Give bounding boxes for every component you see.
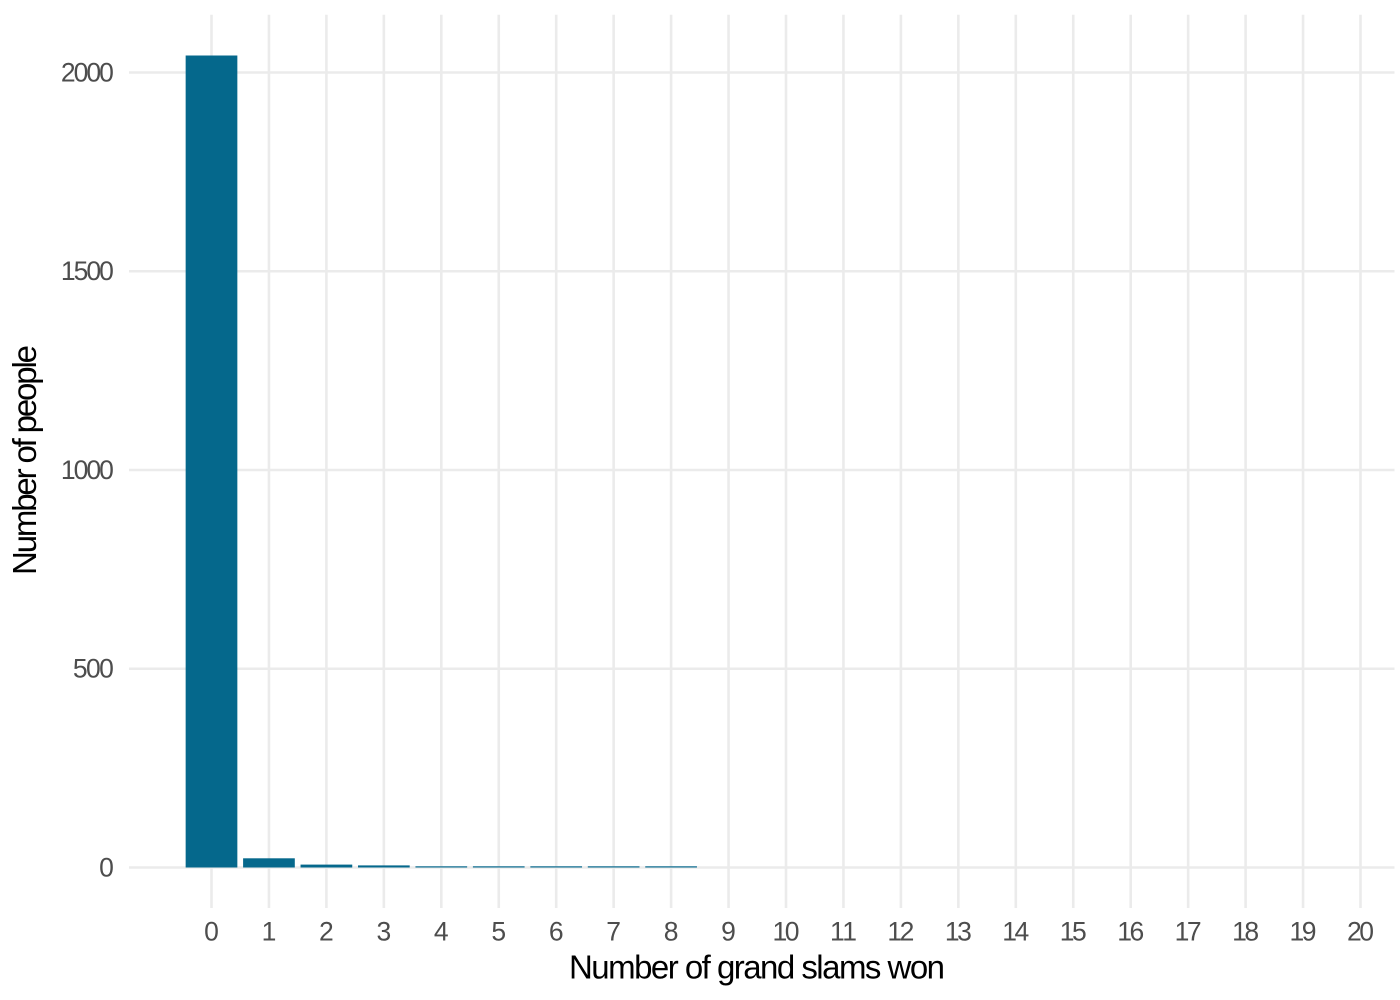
- svg-text:4: 4: [434, 917, 449, 947]
- svg-text:11: 11: [830, 917, 857, 947]
- svg-text:12: 12: [887, 917, 914, 947]
- svg-text:6: 6: [549, 917, 564, 947]
- svg-text:15: 15: [1060, 917, 1087, 947]
- svg-text:0: 0: [204, 917, 219, 947]
- svg-text:13: 13: [945, 917, 972, 947]
- svg-text:2000: 2000: [61, 57, 114, 87]
- svg-text:7: 7: [606, 917, 621, 947]
- svg-text:1000: 1000: [61, 455, 114, 485]
- svg-text:20: 20: [1347, 917, 1374, 947]
- svg-text:0: 0: [99, 852, 114, 882]
- svg-text:19: 19: [1290, 917, 1317, 947]
- svg-text:1500: 1500: [61, 256, 114, 286]
- svg-text:8: 8: [664, 917, 679, 947]
- svg-text:Number of people: Number of people: [6, 345, 43, 575]
- svg-text:16: 16: [1117, 917, 1144, 947]
- svg-text:14: 14: [1002, 917, 1029, 947]
- svg-text:10: 10: [773, 917, 800, 947]
- svg-text:18: 18: [1232, 917, 1259, 947]
- svg-text:9: 9: [721, 917, 736, 947]
- svg-text:500: 500: [73, 654, 114, 684]
- svg-text:1: 1: [262, 917, 277, 947]
- svg-text:3: 3: [376, 917, 391, 947]
- svg-text:Number of grand slams won: Number of grand slams won: [569, 949, 945, 986]
- svg-text:2: 2: [319, 917, 334, 947]
- svg-text:17: 17: [1175, 917, 1202, 947]
- svg-text:5: 5: [491, 917, 506, 947]
